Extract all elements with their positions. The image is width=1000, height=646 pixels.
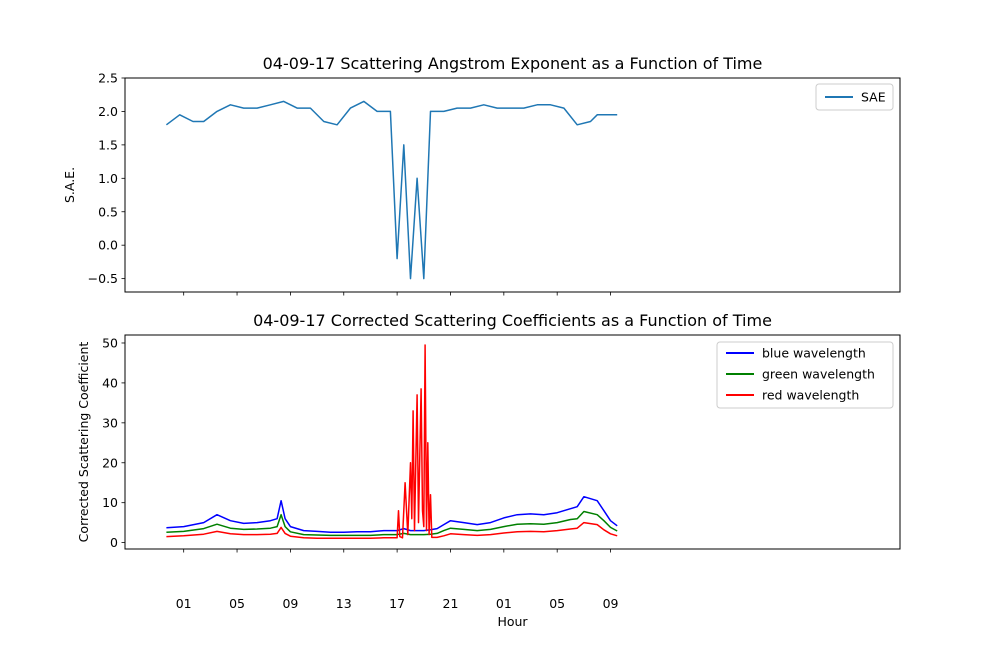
scattering-y-tick-label: 10: [102, 495, 118, 510]
sae-y-tick-label: 2.5: [98, 71, 118, 86]
scattering-series-line-1: [166, 510, 618, 537]
sae-legend: SAE: [815, 83, 894, 111]
scattering-y-tick-label: 50: [102, 335, 118, 350]
scattering-x-tick-label: 09: [282, 596, 298, 611]
sae-y-tick-label: 2.0: [98, 104, 118, 119]
sae-x-ticks: [183, 292, 611, 296]
legend-label-green: green wavelength: [762, 367, 875, 382]
sae-series-line-0: [165, 100, 618, 280]
sae-axes-frame: [124, 77, 901, 293]
scattering-x-tick-label: 05: [549, 596, 565, 611]
x-axis-label: Hour: [497, 614, 528, 629]
scattering-x-tick-label: 13: [336, 596, 352, 611]
scattering-subplot: 04-09-17 Corrected Scattering Coefficien…: [76, 311, 901, 629]
scattering-y-tick-label: 30: [102, 415, 118, 430]
sae-y-tick-label: 1.5: [98, 137, 118, 152]
scattering-axes-frame: [124, 334, 901, 550]
scattering-x-tick-label: 09: [603, 596, 619, 611]
scattering-series-line-0: [166, 495, 618, 533]
sae-plot-area: [165, 100, 618, 280]
sae-legend-box: [815, 83, 894, 111]
scattering-x-tick-label: 05: [229, 596, 245, 611]
sae-y-tick-label: 0.5: [98, 204, 118, 219]
scattering-plot-area: [166, 344, 618, 539]
sae-chart-title: 04-09-17 Scattering Angstrom Exponent as…: [263, 54, 763, 73]
scattering-series-line-2: [166, 344, 618, 539]
scattering-legend: blue wavelength green wavelength red wav…: [716, 341, 894, 409]
scattering-y-ticks: 50 40 30 20 10 0: [102, 335, 125, 550]
sae-y-tick-label: −0.5: [88, 271, 118, 286]
scattering-x-ticks: 01 05 09 13 17 21 01 05 09: [176, 549, 619, 611]
scattering-y-tick-label: 20: [102, 455, 118, 470]
scattering-y-tick-label: 40: [102, 375, 118, 390]
sae-y-tick-label: 1.0: [98, 171, 118, 186]
sae-y-ticks: 2.5 2.0 1.5 1.0 0.5 0.0 −0.5: [88, 71, 125, 286]
legend-label-red: red wavelength: [762, 388, 859, 403]
scattering-y-tick-label: 0: [110, 535, 118, 550]
scattering-x-tick-label: 17: [389, 596, 405, 611]
scattering-x-tick-label: 01: [496, 596, 512, 611]
sae-legend-label: SAE: [861, 90, 886, 105]
sae-y-tick-label: 0.0: [98, 238, 118, 253]
scattering-chart-title: 04-09-17 Corrected Scattering Coefficien…: [253, 311, 772, 330]
sae-y-axis-label: S.A.E.: [62, 167, 77, 203]
legend-label-blue: blue wavelength: [762, 346, 866, 361]
scattering-x-tick-label: 01: [176, 596, 192, 611]
scattering-x-tick-label: 21: [443, 596, 459, 611]
sae-subplot: 04-09-17 Scattering Angstrom Exponent as…: [62, 54, 901, 296]
scattering-y-axis-label: Corrected Scattering Coefficient: [76, 342, 91, 543]
scattering-legend-box: [716, 341, 894, 409]
